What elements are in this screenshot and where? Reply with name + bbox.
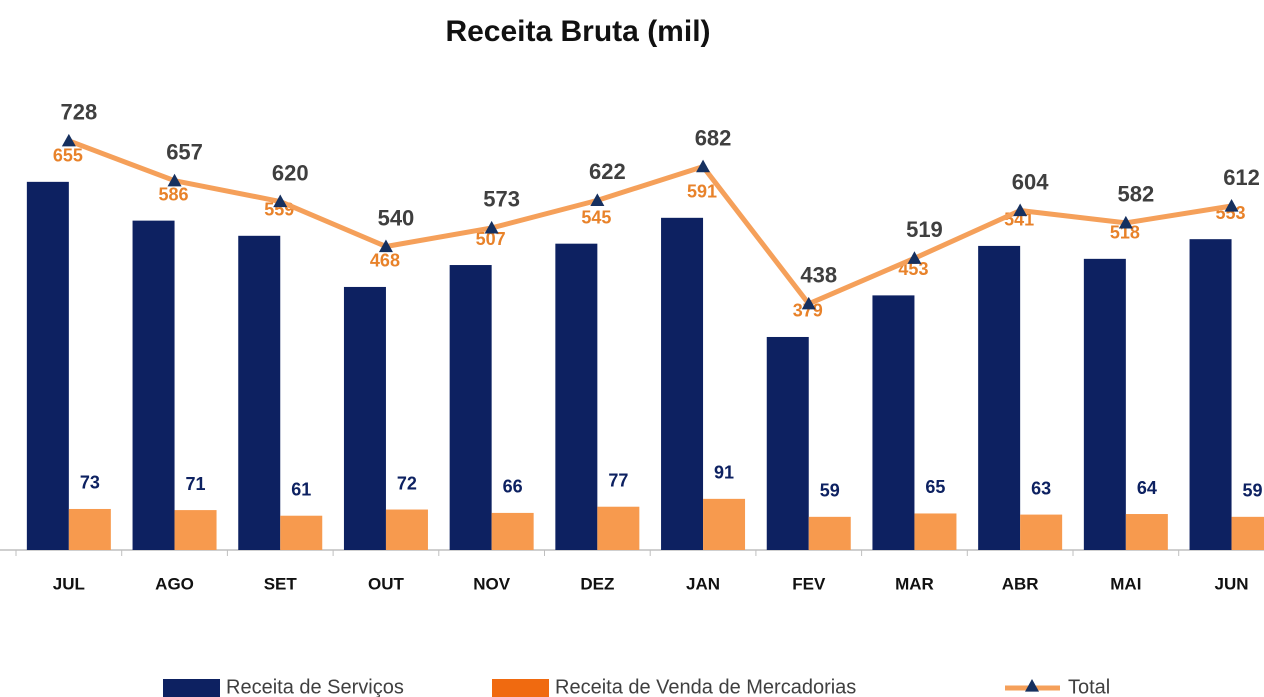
bar <box>1231 516 1264 550</box>
x-tick-label: JAN <box>686 574 720 593</box>
marker <box>590 193 605 206</box>
data-label: 65 <box>925 477 945 497</box>
data-label: 591 <box>687 182 717 202</box>
bar <box>766 336 809 550</box>
bar <box>1125 514 1168 550</box>
marker <box>167 173 182 187</box>
legend-label: Total <box>1068 676 1110 697</box>
legend-label: Receita de Serviços <box>226 676 404 697</box>
x-tick-label: JUL <box>53 574 85 593</box>
bar <box>978 245 1021 550</box>
bar <box>914 513 957 550</box>
chart-title: Receita Bruta (mil) <box>445 15 710 48</box>
x-tick-label: OUT <box>368 574 405 593</box>
legend-swatch <box>492 679 549 697</box>
data-label: 582 <box>1117 182 1154 207</box>
bar <box>280 515 323 550</box>
data-label: 586 <box>159 184 189 204</box>
bar <box>872 295 915 550</box>
data-label: 655 <box>53 146 83 166</box>
data-label: 622 <box>589 159 626 184</box>
bar <box>385 509 428 550</box>
data-label: 71 <box>186 474 206 494</box>
legend-swatch <box>163 679 220 697</box>
data-label: 64 <box>1137 478 1157 498</box>
data-label: 682 <box>695 125 732 150</box>
data-label: 77 <box>608 470 628 490</box>
legend-marker <box>1025 679 1039 692</box>
data-label: 61 <box>291 479 311 499</box>
line <box>67 138 1232 307</box>
marker <box>61 133 76 147</box>
x-tick-label: MAR <box>895 574 934 593</box>
marker <box>484 220 499 234</box>
x-tick-label: JUN <box>1215 574 1249 593</box>
data-label: 73 <box>80 473 100 493</box>
x-tick-label: DEZ <box>580 574 614 593</box>
data-label: 573 <box>483 187 520 212</box>
x-tick-label: MAI <box>1110 574 1141 593</box>
data-label: 507 <box>476 229 506 249</box>
marker <box>273 194 288 208</box>
x-tick-label: ABR <box>1002 574 1039 593</box>
data-label: 728 <box>60 100 97 125</box>
marker <box>801 296 816 310</box>
data-label: 540 <box>378 205 415 230</box>
marker <box>1224 199 1239 212</box>
data-label: 545 <box>581 207 611 227</box>
bar <box>703 498 746 550</box>
bar <box>449 265 492 550</box>
data-label: 63 <box>1031 478 1051 498</box>
data-label: 66 <box>503 477 523 497</box>
data-label: 468 <box>370 251 400 271</box>
bar <box>491 512 534 550</box>
bar <box>1020 514 1063 550</box>
data-label: 438 <box>800 263 837 288</box>
marker <box>1118 215 1133 229</box>
bar <box>597 506 640 550</box>
bar <box>132 220 175 551</box>
data-label: 620 <box>272 160 309 185</box>
data-label: 519 <box>906 217 943 242</box>
bar <box>343 286 386 550</box>
data-label: 72 <box>397 473 417 493</box>
data-label: 91 <box>714 463 734 483</box>
bar <box>1189 239 1232 551</box>
bar <box>555 243 598 550</box>
data-label: 379 <box>793 301 823 321</box>
bar <box>26 181 69 550</box>
data-label: 612 <box>1223 165 1260 190</box>
marker <box>378 239 393 253</box>
marker <box>907 251 922 264</box>
x-tick-label: FEV <box>792 574 826 593</box>
bar <box>68 508 111 550</box>
data-label: 604 <box>1012 169 1049 194</box>
marker <box>696 159 711 173</box>
x-tick-label: SET <box>264 574 298 593</box>
marker <box>1013 203 1028 217</box>
bar <box>661 217 704 550</box>
legend-label: Receita de Venda de Mercadorias <box>555 676 856 697</box>
bar <box>238 235 281 550</box>
data-label: 59 <box>820 481 840 501</box>
data-label: 657 <box>166 140 203 165</box>
bar <box>808 516 851 550</box>
bar <box>174 510 217 550</box>
data-label: 59 <box>1243 481 1263 501</box>
x-tick-label: NOV <box>473 574 511 593</box>
x-tick-label: AGO <box>155 574 194 593</box>
bar <box>1083 258 1126 550</box>
